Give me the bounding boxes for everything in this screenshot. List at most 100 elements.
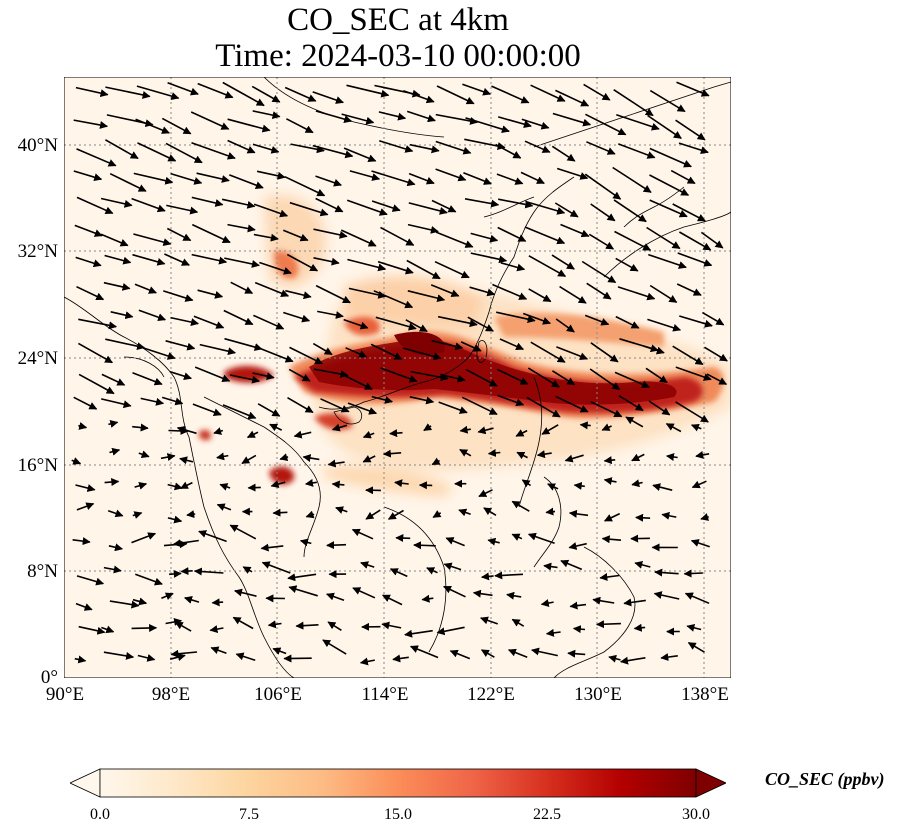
wind-vector-arrow [407, 290, 446, 303]
wind-vector-arrow [176, 425, 197, 435]
wind-vector-arrow [612, 166, 652, 193]
wind-vector-arrow [100, 233, 129, 247]
wind-vector-arrow [590, 203, 616, 222]
wind-vector-arrow [76, 502, 95, 511]
wind-vector-arrow [104, 254, 132, 265]
wind-vector-arrow [132, 372, 163, 386]
wind-vector-arrow [227, 139, 256, 154]
wind-vector-arrow [253, 314, 285, 330]
lat-tick-24n: 24°N [17, 348, 58, 369]
wind-vector-arrow [615, 315, 640, 329]
wind-vector-arrow [704, 346, 728, 362]
wind-vector-arrow [683, 569, 703, 578]
wind-vector-arrow [439, 373, 466, 383]
wind-vector-arrow [687, 642, 705, 653]
wind-vector-arrow [592, 596, 615, 605]
wind-vector-arrow [270, 480, 286, 488]
wind-vector-arrow [322, 639, 347, 655]
wind-vector-arrow [603, 456, 616, 465]
wind-vector-arrow [191, 196, 224, 207]
wind-vector-arrow [279, 453, 289, 462]
wind-vector-arrow [690, 539, 710, 548]
wind-vector-arrow [586, 282, 612, 300]
wind-vector-arrow [373, 290, 414, 309]
wind-vector-arrow [191, 253, 228, 265]
wind-vector-arrow [528, 255, 567, 277]
wind-vector-arrow [470, 232, 499, 243]
wind-vector-arrow [613, 89, 654, 117]
wind-vector-arrow [101, 625, 115, 634]
wind-vector-arrow [407, 223, 439, 234]
wind-vector-arrow [599, 573, 620, 581]
wind-vector-arrow [209, 625, 224, 633]
wind-vector-arrow [377, 260, 414, 275]
wind-vector-arrow [467, 316, 494, 332]
wind-vector-arrow [527, 532, 555, 545]
map-subtitle-time: Time: 2024-03-10 00:00:00 [215, 38, 581, 74]
wind-vector-arrow [536, 450, 552, 459]
wind-vector-arrow [193, 567, 224, 576]
wind-vector-arrow [648, 400, 671, 416]
wind-vector-arrow [71, 457, 82, 465]
wind-vector-arrow [161, 396, 184, 406]
wind-vector-arrow [528, 288, 552, 303]
wind-vector-arrow [74, 655, 87, 664]
wind-vector-arrow [75, 484, 96, 492]
lon-tick-114e: 114°E [361, 684, 409, 705]
wind-vector-arrow [675, 119, 706, 141]
wind-vector-arrow [184, 596, 200, 604]
wind-vector-arrow [583, 83, 611, 101]
wind-vector-arrow [426, 567, 438, 575]
wind-vector-arrow [327, 621, 342, 631]
wind-vector-arrow [496, 311, 536, 324]
wind-vector-arrow [531, 647, 558, 657]
wind-vector-arrow [191, 223, 231, 244]
wind-vector-arrow [530, 84, 566, 102]
wind-vector-arrow [443, 562, 462, 571]
wind-vector-arrow [140, 397, 165, 406]
wind-vector-arrow [498, 198, 534, 209]
wind-vector-arrow [134, 481, 148, 490]
wind-vector-arrow [625, 416, 644, 428]
wind-vector-arrow [371, 395, 393, 404]
wind-vector-arrow [431, 339, 464, 351]
colorbar-tick-15: 15.0 [384, 806, 412, 823]
wind-vector-arrow [526, 396, 561, 418]
wind-vector-arrow [702, 311, 725, 326]
wind-vector-arrow [103, 281, 131, 291]
wind-vector-arrow [75, 256, 102, 268]
wind-vector-arrow [409, 396, 435, 405]
lon-tick-98e: 98°E [151, 684, 191, 705]
wind-vector-arrow [252, 372, 275, 381]
wind-vector-arrow [459, 425, 471, 434]
wind-vector-arrow [560, 223, 590, 238]
wind-vector-arrow [261, 561, 291, 574]
wind-vector-arrow [618, 143, 656, 159]
wind-vector-arrow [392, 654, 409, 663]
wind-vector-arrow [180, 567, 193, 576]
wind-vector-arrow [572, 625, 586, 634]
wind-vector-arrow [105, 86, 151, 99]
wind-vector-arrow [477, 426, 494, 435]
wind-vector-arrow [136, 85, 180, 100]
wind-vector-arrow [105, 139, 139, 160]
wind-vector-arrow [211, 598, 224, 607]
wind-vector-arrow [213, 427, 224, 435]
wind-vector-arrow [108, 543, 123, 552]
wind-vector-arrow [413, 541, 436, 550]
wind-vector-arrow [469, 286, 496, 297]
wind-vector-arrow [543, 562, 558, 571]
wind-vector-arrow [340, 229, 377, 247]
wind-vector-arrow [170, 649, 198, 658]
wind-vector-arrow [289, 201, 329, 217]
wind-vector-arrow [438, 401, 468, 414]
wind-vector-arrow [706, 373, 728, 386]
wind-vector-arrow [551, 254, 575, 270]
colorbar-tick-0: 0.0 [90, 806, 110, 823]
lon-tick-122e: 122°E [467, 684, 515, 705]
wind-vector-arrow [109, 447, 121, 456]
wind-vector-arrow [540, 599, 554, 607]
wind-vector-arrow [487, 448, 501, 457]
wind-vector-arrow [167, 482, 183, 491]
wind-vector-arrow [257, 403, 281, 417]
